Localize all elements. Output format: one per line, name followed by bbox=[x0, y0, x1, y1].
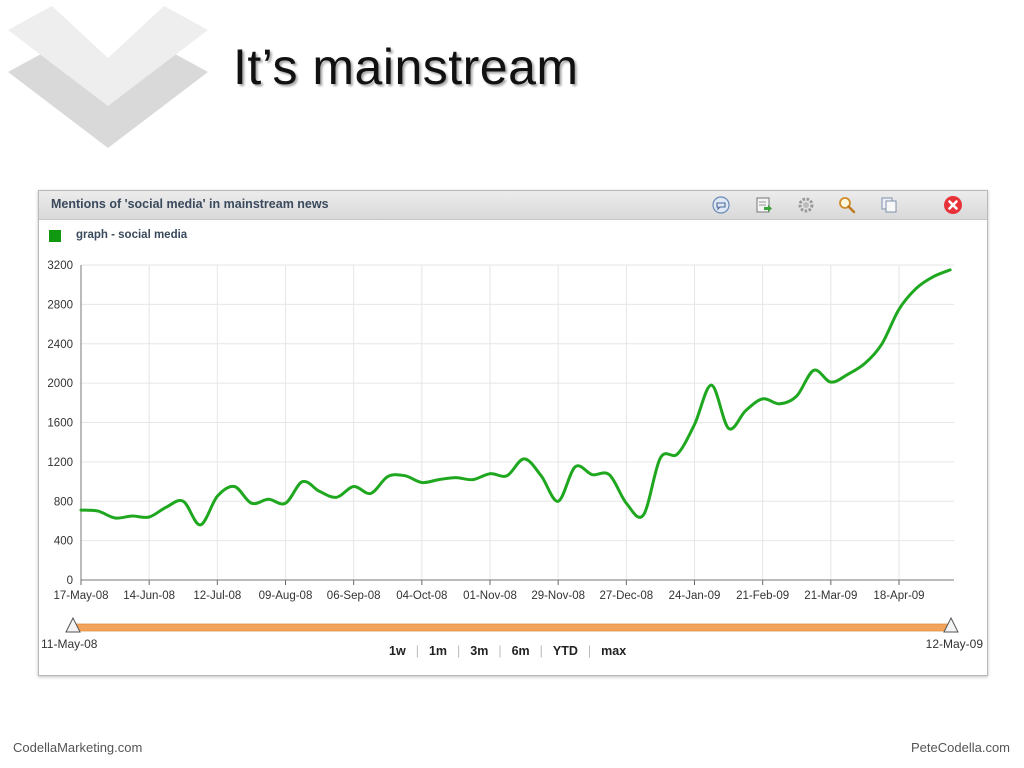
footer-left: CodellaMarketing.com bbox=[13, 740, 143, 755]
y-tick-label: 1200 bbox=[47, 457, 73, 469]
x-tick-label: 06-Sep-08 bbox=[327, 590, 381, 602]
y-tick-label: 3200 bbox=[47, 260, 73, 272]
widget-title: Mentions of 'social media' in mainstream… bbox=[51, 197, 329, 211]
zoom-separator: | bbox=[498, 644, 502, 658]
x-tick-label: 24-Jan-09 bbox=[669, 590, 721, 602]
series-line bbox=[79, 268, 952, 527]
zoom-buttons: 1w | 1m | 3m | 6m | YTD | max bbox=[379, 644, 636, 658]
x-tick-label: 17-May-08 bbox=[54, 590, 109, 602]
widget-header: Mentions of 'social media' in mainstream… bbox=[39, 191, 987, 220]
x-tick-label: 01-Nov-08 bbox=[463, 590, 517, 602]
range-start-handle[interactable] bbox=[65, 616, 81, 633]
zoom-separator: | bbox=[457, 644, 461, 658]
footer-right: PeteCodella.com bbox=[911, 740, 1010, 755]
y-tick-label: 400 bbox=[54, 536, 73, 548]
chart-widget: Mentions of 'social media' in mainstream… bbox=[38, 190, 988, 676]
zoom-separator: | bbox=[539, 644, 543, 658]
x-tick-label: 04-Oct-08 bbox=[396, 590, 447, 602]
legend-swatch bbox=[49, 230, 61, 242]
zoom-button-1m[interactable]: 1m bbox=[428, 644, 448, 658]
legend-label: graph - social media bbox=[76, 229, 188, 241]
zoom-button-1w[interactable]: 1w bbox=[389, 644, 406, 658]
settings-icon[interactable] bbox=[796, 195, 816, 215]
zoom-separator: | bbox=[587, 644, 592, 658]
y-tick-label: 800 bbox=[54, 496, 73, 508]
x-tick-label: 21-Mar-09 bbox=[804, 590, 857, 602]
range-end-label: 12-May-09 bbox=[925, 637, 983, 651]
copy-icon[interactable] bbox=[879, 195, 899, 215]
zoom-button-max[interactable]: max bbox=[601, 644, 627, 658]
export-icon[interactable] bbox=[754, 195, 774, 215]
range-end-handle[interactable] bbox=[943, 616, 959, 633]
y-tick-label: 2400 bbox=[47, 339, 73, 351]
range-selector-bar[interactable] bbox=[72, 623, 952, 632]
x-tick-label: 14-Jun-08 bbox=[123, 590, 175, 602]
zoom-separator: | bbox=[415, 644, 419, 658]
zoom-button-6m[interactable]: 6m bbox=[511, 644, 530, 658]
y-tick-label: 2800 bbox=[47, 299, 73, 311]
search-icon[interactable] bbox=[837, 195, 857, 215]
x-tick-label: 09-Aug-08 bbox=[259, 590, 313, 602]
y-tick-label: 0 bbox=[67, 575, 73, 587]
slide-title: It’s mainstream bbox=[233, 39, 579, 95]
chevron-logo-icon bbox=[8, 6, 208, 148]
x-tick-label: 27-Dec-08 bbox=[599, 590, 653, 602]
x-tick-label: 29-Nov-08 bbox=[531, 590, 585, 602]
range-start-label: 11-May-08 bbox=[41, 637, 98, 651]
y-tick-label: 2000 bbox=[47, 378, 73, 390]
zoom-button-3m[interactable]: 3m bbox=[470, 644, 489, 658]
zoom-button-ytd[interactable]: YTD bbox=[552, 644, 578, 658]
y-tick-label: 1600 bbox=[47, 418, 73, 430]
close-icon[interactable] bbox=[943, 195, 963, 215]
chat-icon[interactable] bbox=[711, 195, 731, 215]
x-tick-label: 12-Jul-08 bbox=[193, 590, 241, 602]
x-tick-label: 21-Feb-09 bbox=[736, 590, 789, 602]
chart-plot: 0 400 800 1200 1600 2000 2400 2800 3200 17-May-08… bbox=[47, 260, 959, 633]
x-tick-label: 18-Apr-09 bbox=[873, 590, 924, 602]
